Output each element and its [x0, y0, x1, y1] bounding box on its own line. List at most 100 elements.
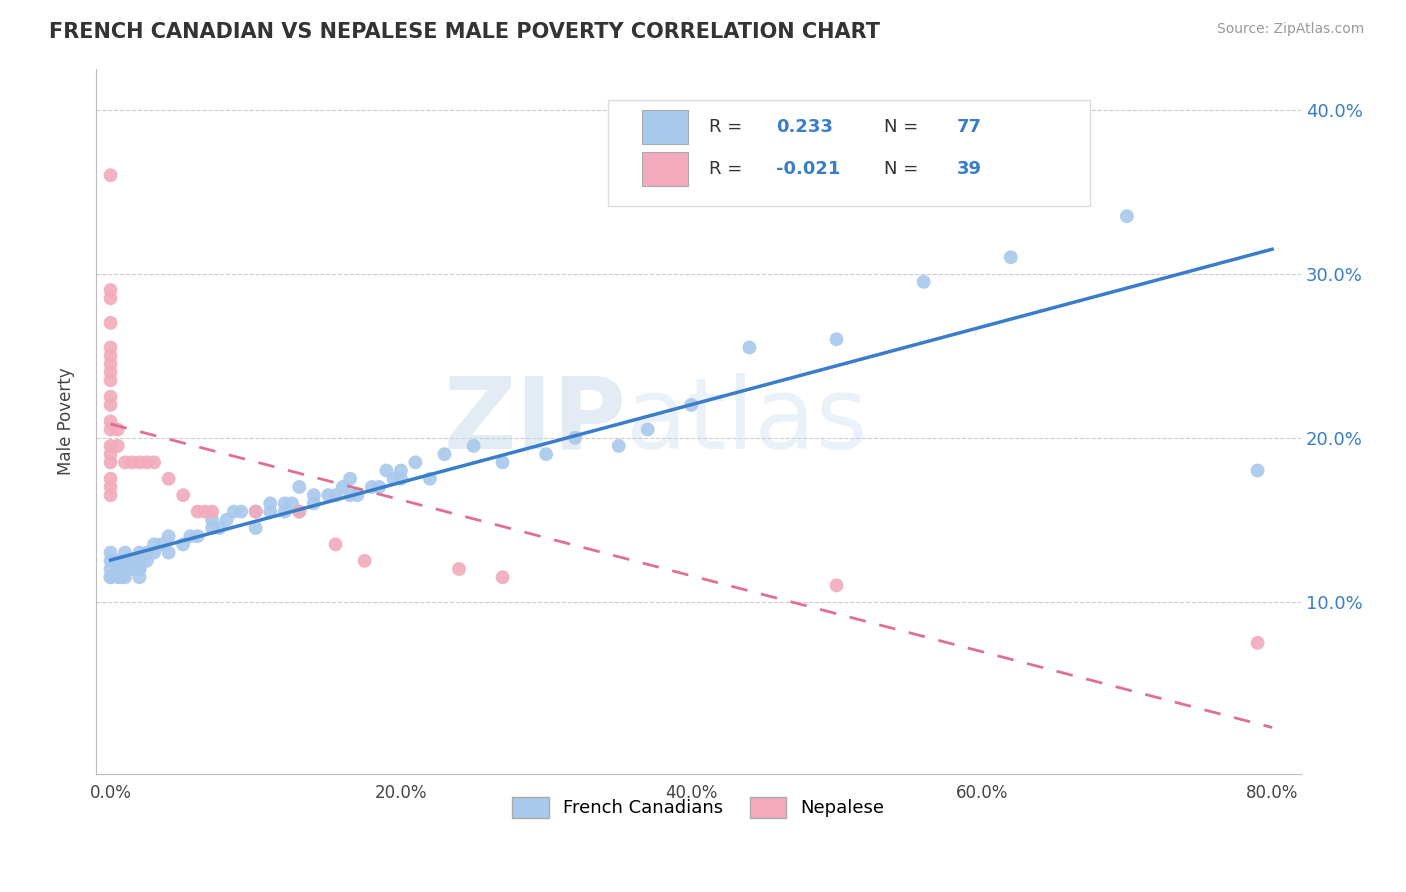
Text: 39: 39: [956, 161, 981, 178]
Point: [346, 488, 368, 502]
Point: [368, 480, 391, 494]
Point: [681, 398, 703, 412]
Point: [201, 505, 224, 519]
Point: [150, 537, 173, 551]
Point: [172, 488, 194, 502]
Point: [1000, 250, 1022, 264]
Text: atlas: atlas: [626, 373, 868, 470]
Point: [215, 513, 238, 527]
Point: [433, 447, 456, 461]
Point: [100, 554, 122, 568]
Point: [302, 488, 325, 502]
Point: [274, 496, 297, 510]
Text: Source: ZipAtlas.com: Source: ZipAtlas.com: [1216, 22, 1364, 37]
Point: [318, 488, 340, 502]
Text: 0.233: 0.233: [776, 118, 832, 136]
Point: [389, 464, 412, 478]
Point: [288, 480, 311, 494]
Point: [382, 472, 405, 486]
Point: [100, 423, 122, 437]
Point: [245, 521, 267, 535]
Point: [157, 472, 180, 486]
FancyBboxPatch shape: [643, 153, 688, 186]
Point: [100, 546, 122, 560]
Point: [288, 505, 311, 519]
Point: [107, 562, 129, 576]
Point: [100, 341, 122, 355]
Point: [121, 554, 143, 568]
Point: [107, 570, 129, 584]
Point: [325, 488, 347, 502]
Y-axis label: Male Poverty: Male Poverty: [58, 368, 75, 475]
Point: [143, 546, 166, 560]
Point: [100, 373, 122, 387]
Point: [302, 496, 325, 510]
Point: [353, 554, 375, 568]
Point: [339, 472, 361, 486]
Point: [607, 439, 630, 453]
Point: [100, 316, 122, 330]
Point: [187, 529, 209, 543]
Point: [125, 562, 148, 576]
Point: [172, 537, 194, 551]
Point: [389, 472, 412, 486]
Point: [194, 505, 217, 519]
Point: [100, 480, 122, 494]
Point: [100, 472, 122, 486]
Point: [107, 439, 129, 453]
Text: 77: 77: [956, 118, 981, 136]
Point: [1246, 464, 1268, 478]
Point: [107, 423, 129, 437]
FancyBboxPatch shape: [609, 100, 1090, 206]
Point: [128, 562, 150, 576]
Point: [1115, 209, 1137, 223]
Point: [100, 357, 122, 371]
Point: [447, 562, 470, 576]
Point: [738, 341, 761, 355]
Point: [114, 562, 136, 576]
Point: [912, 275, 935, 289]
Point: [1246, 636, 1268, 650]
Point: [491, 455, 513, 469]
Point: [419, 472, 441, 486]
Text: -0.021: -0.021: [776, 161, 839, 178]
Text: N =: N =: [884, 118, 924, 136]
Point: [259, 496, 281, 510]
Point: [157, 529, 180, 543]
Text: R =: R =: [710, 161, 748, 178]
Text: ZIP: ZIP: [443, 373, 626, 470]
Point: [114, 455, 136, 469]
Point: [463, 439, 485, 453]
Legend: French Canadians, Nepalese: French Canadians, Nepalese: [505, 789, 891, 825]
Point: [100, 447, 122, 461]
Point: [128, 554, 150, 568]
Point: [100, 390, 122, 404]
Point: [339, 488, 361, 502]
Point: [100, 168, 122, 182]
Point: [114, 562, 136, 576]
Point: [281, 496, 304, 510]
Point: [100, 349, 122, 363]
Point: [128, 455, 150, 469]
Point: [135, 554, 157, 568]
Point: [231, 505, 253, 519]
Point: [121, 562, 143, 576]
Point: [100, 562, 122, 576]
Point: [100, 570, 122, 584]
Point: [114, 546, 136, 560]
Point: [143, 455, 166, 469]
Text: N =: N =: [884, 161, 924, 178]
Point: [100, 570, 122, 584]
Point: [114, 570, 136, 584]
Point: [259, 505, 281, 519]
Point: [157, 546, 180, 560]
Point: [208, 521, 231, 535]
Point: [100, 283, 122, 297]
Point: [564, 431, 586, 445]
Point: [100, 291, 122, 305]
Point: [179, 529, 201, 543]
Point: [100, 439, 122, 453]
Point: [201, 521, 224, 535]
Point: [114, 554, 136, 568]
Point: [325, 537, 347, 551]
